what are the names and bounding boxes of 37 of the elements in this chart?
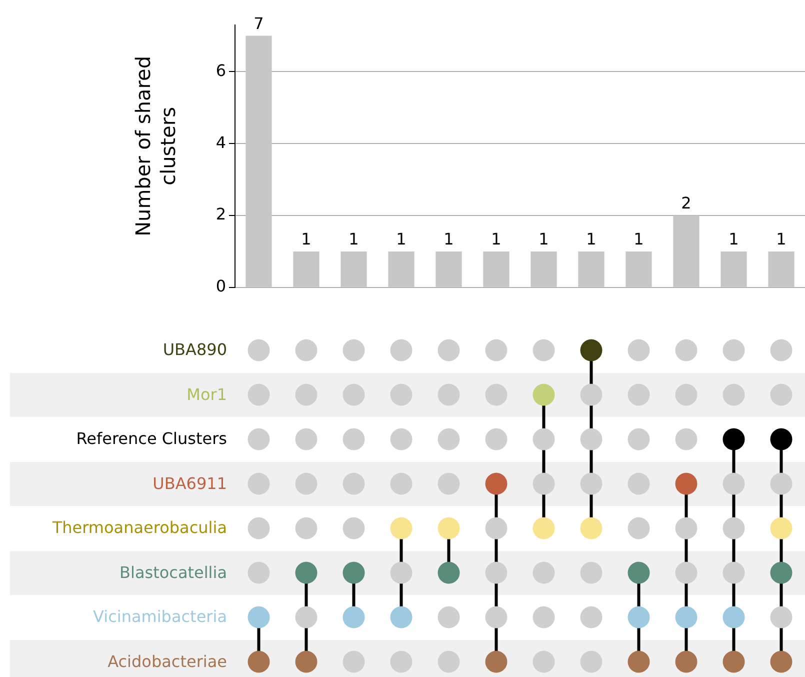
bar (578, 251, 604, 287)
text: Blastocatellia (120, 562, 227, 584)
data-label: 1 (634, 230, 644, 249)
text: Thermoanaerobaculia (52, 517, 227, 540)
bar (530, 251, 557, 287)
y-tick-label: 0 (216, 276, 226, 296)
data-label: 1 (301, 230, 312, 249)
data-label: 1 (776, 230, 786, 249)
bar (388, 251, 414, 287)
y-tick-label: 4 (216, 132, 226, 152)
bar (293, 251, 320, 287)
y-axis-title: Number of shared clusters (131, 56, 180, 236)
y-tick-label: 2 (216, 204, 226, 224)
text: UBA6911 (152, 472, 227, 495)
bar (436, 251, 462, 287)
data-label: 1 (444, 230, 454, 249)
data-label: 1 (586, 230, 596, 249)
y-tick-label: 6 (216, 60, 226, 80)
data-label: 1 (491, 230, 502, 249)
bar (768, 251, 794, 287)
text: Acidobacteriae (108, 650, 227, 673)
text: Mor1 (186, 384, 227, 406)
text: Reference Clusters (76, 428, 227, 450)
data-label: 7 (254, 14, 264, 33)
bar (483, 251, 510, 287)
bar (720, 251, 747, 287)
data-label: 1 (538, 230, 549, 249)
data-label: 1 (396, 230, 406, 249)
bar (626, 251, 652, 287)
text: Vicinamibacteria (93, 606, 227, 628)
data-label: 2 (681, 194, 692, 213)
data-label: 1 (728, 230, 739, 249)
bar (246, 36, 272, 287)
data-label: 1 (348, 230, 359, 249)
bar (340, 251, 367, 287)
bar (673, 216, 700, 287)
text: UBA890 (162, 339, 227, 362)
